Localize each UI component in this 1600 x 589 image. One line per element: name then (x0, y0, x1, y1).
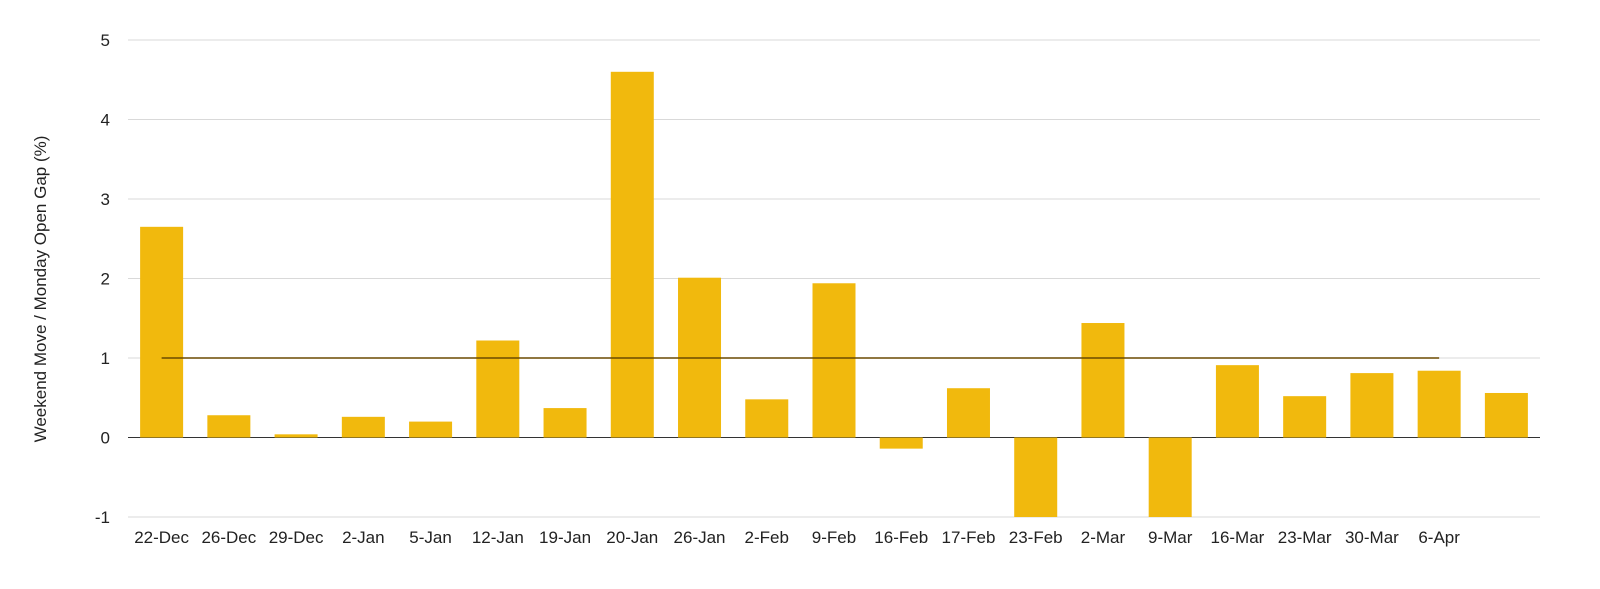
bar (476, 340, 520, 438)
bar (1014, 437, 1058, 517)
y-axis-ticks: 5 4 3 2 1 0 -1 (95, 31, 110, 527)
bar (140, 226, 184, 438)
x-tick-label: 5-Jan (409, 528, 452, 547)
x-tick-label: 26-Jan (674, 528, 726, 547)
bars (140, 71, 1528, 517)
bar (1148, 437, 1192, 517)
x-tick-label: 29-Dec (269, 528, 324, 547)
bar (1417, 370, 1461, 438)
y-tick-label: 0 (101, 429, 110, 448)
bar (879, 437, 923, 449)
bar (946, 388, 990, 438)
bar (1484, 392, 1528, 438)
bar (812, 283, 856, 438)
y-tick-label: -1 (95, 508, 110, 527)
x-tick-label: 2-Jan (342, 528, 385, 547)
bar (543, 408, 587, 438)
x-tick-label: 2-Mar (1081, 528, 1126, 547)
bar (1215, 365, 1259, 438)
x-tick-label: 30-Mar (1345, 528, 1399, 547)
x-tick-label: 2-Feb (745, 528, 789, 547)
gridlines (128, 39, 1540, 518)
bar (207, 415, 251, 438)
y-tick-label: 1 (101, 349, 110, 368)
x-tick-label: 12-Jan (472, 528, 524, 547)
bar (409, 421, 453, 438)
bar (610, 71, 654, 438)
y-tick-label: 3 (101, 190, 110, 209)
x-tick-label: 9-Mar (1148, 528, 1193, 547)
x-tick-label: 19-Jan (539, 528, 591, 547)
x-tick-label: 23-Mar (1278, 528, 1332, 547)
x-tick-label: 9-Feb (812, 528, 856, 547)
x-tick-label: 22-Dec (134, 528, 189, 547)
x-tick-label: 17-Feb (942, 528, 996, 547)
x-tick-label: 23-Feb (1009, 528, 1063, 547)
x-tick-label: 6-Apr (1418, 528, 1460, 547)
y-tick-label: 2 (101, 270, 110, 289)
bar (1081, 323, 1125, 438)
x-tick-label: 16-Mar (1210, 528, 1264, 547)
y-tick-label: 5 (101, 31, 110, 50)
x-tick-label: 26-Dec (201, 528, 256, 547)
x-tick-label: 16-Feb (874, 528, 928, 547)
bar (341, 416, 385, 438)
bar (1283, 396, 1327, 438)
bar (274, 434, 318, 438)
bar (1350, 373, 1394, 438)
x-axis-ticks: 22-Dec 26-Dec 29-Dec 2-Jan 5-Jan 12-Jan 19-Jan… (134, 528, 1460, 547)
x-tick-label: 20-Jan (606, 528, 658, 547)
y-axis-title: Weekend Move / Monday Open Gap (%) (31, 136, 50, 443)
y-tick-label: 4 (101, 111, 110, 130)
bar (745, 399, 789, 438)
